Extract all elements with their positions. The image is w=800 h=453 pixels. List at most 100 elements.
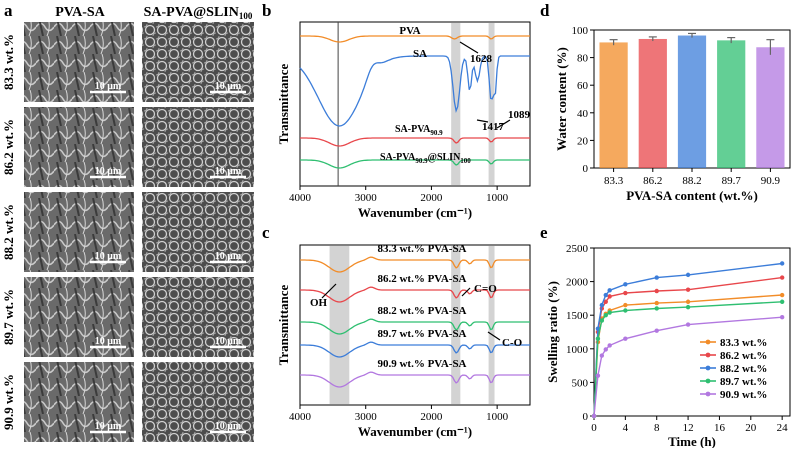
c-x-tick-label: 4000: [289, 411, 312, 423]
e-x-axis-label: Time (h): [668, 434, 716, 448]
c-series-label-0: 83.3 wt.% PVA-SA: [377, 243, 466, 255]
panel-a: a PVA-SA SA-PVA@SLIN100 83.3 wt.% 10 μm 10…: [1, 1, 254, 442]
scale-bar-label: 10 μm: [95, 166, 122, 177]
e-x-tick-label: 20: [745, 422, 757, 434]
e-series-point-2: [779, 261, 785, 266]
sem-image-r3-c1: [142, 277, 254, 357]
scale-bar-label: 10 μm: [95, 421, 122, 432]
panel-c-letter: c: [262, 223, 270, 242]
e-x-tick-label: 16: [714, 422, 726, 434]
b-annot-1628: 1628: [470, 53, 493, 65]
e-x-tick-label: 8: [654, 422, 660, 434]
scale-bar-label: 10 μm: [95, 251, 122, 262]
b-label-slin-sub2: 100: [460, 157, 471, 165]
b-label-sa-pva: SA-PVA90.9: [395, 124, 443, 137]
scale-bar-label: 10 μm: [95, 336, 122, 347]
d-y-tick-label: 20: [577, 135, 589, 147]
e-series-point-3: [603, 313, 608, 318]
b-label-slin-main: SA-PVA: [380, 152, 416, 163]
b-x-tick-label: 2000: [420, 192, 443, 204]
panel-b-letter: b: [262, 1, 271, 20]
b-label-sa-pva-main: SA-PVA: [395, 124, 431, 135]
col-header-sa-pva-slin-main: SA-PVA@SLIN: [144, 5, 239, 20]
c-annot-arrow-oh: [321, 283, 337, 299]
b-annot-arrow-1628: [459, 41, 479, 54]
e-legend-marker-2: [705, 365, 711, 371]
b-label-slin-sub: 90.9: [415, 157, 428, 165]
d-x-tick-label: 83.3: [604, 175, 624, 187]
scale-bar-label: 10 μm: [215, 81, 242, 92]
c-series-label-2: 88.2 wt.% PVA-SA: [377, 305, 466, 317]
d-y-tick-label: 0: [583, 163, 589, 175]
panel-d-letter: d: [540, 1, 550, 20]
col-header-sa-pva-slin: SA-PVA@SLIN100: [144, 5, 253, 21]
e-series-point-2: [595, 326, 601, 331]
b-label-sa: SA: [413, 48, 427, 60]
d-bar-90.9: [756, 47, 785, 168]
e-legend-marker-4: [705, 391, 711, 397]
b-series-sa-pva: [300, 137, 530, 147]
sem-image-r2-c1: [142, 192, 254, 272]
sem-image-r4-c0: [24, 362, 134, 442]
sem-image-r0-c0: [24, 22, 134, 102]
row-label-2: 88.2 wt.%: [1, 204, 16, 260]
e-series-point-0: [779, 292, 785, 298]
d-x-tick-label: 89.7: [722, 175, 742, 187]
panel-e: e 0 500 1000 1500 2000 2500 0 4 8 12 16 20 24 Time (h…: [540, 223, 791, 449]
e-series-point-2: [607, 288, 612, 293]
e-series-point-4: [623, 336, 628, 341]
c-series-label-1: 86.2 wt.% PVA-SA: [377, 273, 466, 285]
e-legend-marker-3: [705, 378, 711, 384]
c-highlight-band: [488, 246, 495, 404]
e-series-point-0: [623, 302, 628, 308]
e-series-point-2: [623, 282, 628, 287]
row-label-1: 86.2 wt.%: [1, 119, 16, 175]
d-x-tick-label: 86.2: [643, 175, 662, 187]
c-series-label-3: 89.7 wt.% PVA-SA: [377, 328, 466, 340]
b-series-sa-pva-slin: [300, 159, 530, 169]
b-annot-1089: 1089: [508, 109, 531, 121]
d-y-tick-label: 100: [572, 25, 589, 37]
e-series-point-1: [779, 275, 785, 280]
e-legend-marker-1: [705, 352, 711, 358]
c-series-label-4: 90.9 wt.% PVA-SA: [377, 358, 466, 370]
b-label-pva: PVA: [399, 25, 420, 37]
e-series-point-3: [595, 336, 601, 341]
b-annot-1417: 1417: [482, 121, 505, 133]
e-legend-label-2: 88.2 wt.%: [720, 363, 767, 375]
c-x-tick-label: 3000: [355, 411, 378, 423]
e-series-point-4: [603, 347, 608, 352]
b-x-axis-label: Wavenumber (cm⁻¹): [358, 205, 472, 220]
b-y-axis-label: Transmittance: [276, 63, 291, 144]
panel-b: b 4000 3000 2000 1000 Wavenumber (cm⁻¹) Trans…: [262, 1, 531, 220]
row-label-4: 90.9 wt.%: [1, 374, 16, 430]
panel-e-letter: e: [540, 223, 548, 242]
d-bar-88.2: [677, 35, 707, 168]
sem-image-r1-c1: [142, 107, 254, 187]
scale-bar-label: 10 μm: [215, 166, 242, 177]
e-legend-label-1: 86.2 wt.%: [720, 350, 767, 362]
e-series-point-3: [623, 308, 628, 313]
e-series-point-0: [654, 300, 659, 306]
scale-bar-label: 10 μm: [215, 251, 242, 262]
e-y-tick-label: 500: [572, 377, 589, 389]
e-series-point-3: [599, 318, 605, 323]
c-series-3: [300, 341, 530, 358]
sem-image-r4-c1: [142, 362, 254, 442]
d-y-tick-label: 60: [577, 80, 589, 92]
e-series-point-1: [685, 287, 691, 292]
e-x-tick-label: 0: [591, 422, 597, 434]
c-highlight-band: [451, 246, 461, 404]
sem-image-r3-c0: [24, 277, 134, 357]
panel-c: c 4000 3000 2000 1000 Wavenumber (cm⁻¹) Trans…: [262, 223, 531, 439]
b-series-sa: [299, 55, 530, 127]
b-label-sa-pva-sub: 90.9: [430, 129, 443, 137]
c-series-1: [300, 286, 530, 303]
d-bar-89.7: [717, 40, 746, 168]
scale-bar-label: 10 μm: [95, 81, 122, 92]
e-y-tick-label: 1000: [566, 344, 589, 356]
b-highlight-band: [488, 23, 495, 185]
e-legend-label-3: 89.7 wt.%: [720, 376, 767, 388]
e-y-tick-label: 1500: [566, 310, 589, 322]
